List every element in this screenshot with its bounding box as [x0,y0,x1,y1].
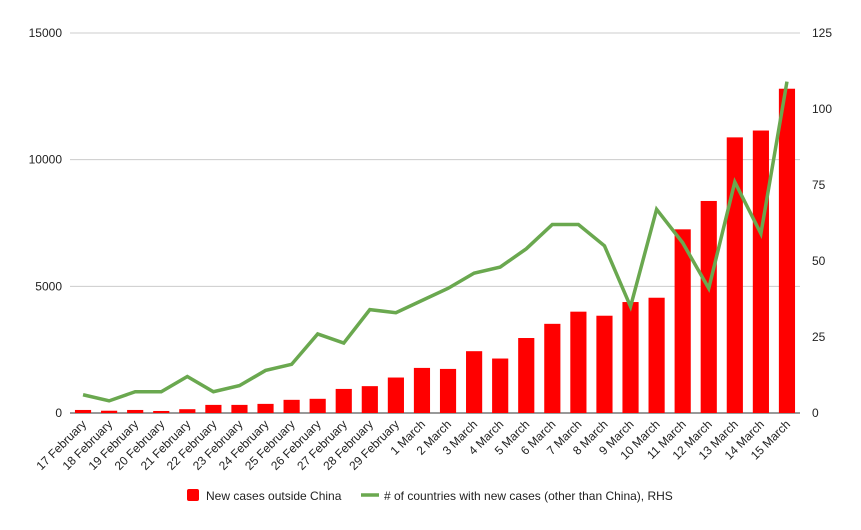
right-tick-label: 25 [812,330,826,344]
bar [544,323,561,413]
bar [205,404,222,413]
bar [726,137,743,413]
bar [101,410,118,413]
bar [153,410,170,413]
left-tick-label: 15000 [29,26,63,40]
right-tick-label: 125 [812,26,832,40]
bar [466,351,483,413]
bar [778,88,796,413]
bar [492,358,509,413]
bar [309,398,326,413]
bar [674,229,691,413]
legend-item-line: # of countries with new cases (other tha… [361,489,673,503]
legend: New cases outside China # of countries w… [187,489,673,503]
right-tick-label: 0 [812,406,819,420]
bar [74,409,92,413]
bar [439,368,457,413]
left-axis: 0 5000 10000 15000 [29,26,63,420]
right-tick-label: 50 [812,254,826,268]
bar [335,388,352,413]
legend-bar-swatch [187,489,199,501]
bar [231,404,248,413]
bar [361,386,378,413]
bar [752,130,769,413]
bar-series [74,88,796,413]
legend-bar-label: New cases outside China [206,489,342,503]
bar [127,409,144,413]
right-tick-label: 100 [812,102,832,116]
line-series [82,81,789,403]
bar [622,302,639,413]
legend-line-label: # of countries with new cases (other tha… [384,489,673,503]
bar [648,297,665,413]
bar [518,338,535,413]
bar [179,409,196,413]
left-tick-label: 10000 [29,153,63,167]
bar [257,403,274,413]
bar [596,315,613,413]
bar [387,377,404,413]
left-tick-label: 0 [55,406,62,420]
left-tick-label: 5000 [35,279,62,293]
bar [283,399,300,413]
legend-item-bars: New cases outside China [187,489,342,503]
right-tick-label: 75 [812,178,826,192]
bar [700,200,717,413]
bar [570,311,587,413]
bar [413,367,431,413]
right-axis: 0 25 50 75 100 125 [812,26,832,420]
